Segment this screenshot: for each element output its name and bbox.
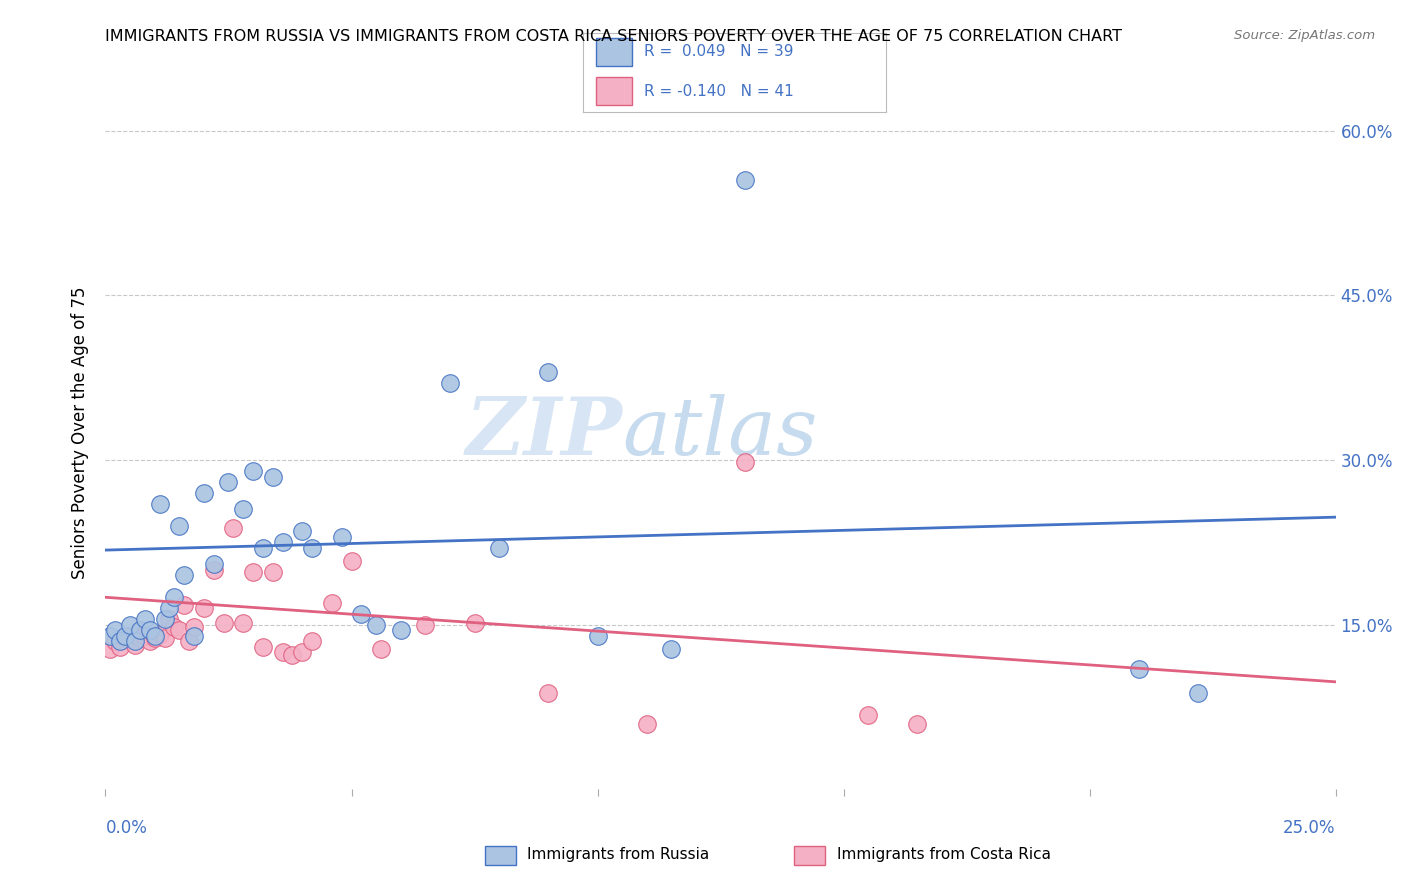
Point: [291, 524, 314, 539]
Point: [232, 615, 254, 630]
Point: [301, 541, 323, 555]
Text: 25.0%: 25.0%: [1284, 819, 1336, 837]
Point: [202, 558, 225, 572]
Point: [169, 624, 191, 638]
Point: [1128, 662, 1150, 676]
Text: ZIP: ZIP: [465, 394, 621, 471]
Point: [488, 541, 510, 555]
Point: [464, 615, 486, 630]
Point: [537, 365, 560, 379]
Y-axis label: Seniors Poverty Over the Age of 75: Seniors Poverty Over the Age of 75: [72, 286, 90, 579]
Text: atlas: atlas: [621, 394, 817, 471]
Point: [262, 469, 284, 483]
Point: [173, 568, 195, 582]
Point: [129, 624, 152, 638]
Point: [104, 634, 127, 648]
Point: [271, 645, 294, 659]
Point: [173, 598, 195, 612]
Point: [252, 640, 274, 654]
Point: [134, 612, 156, 626]
Point: [120, 629, 141, 643]
Point: [291, 645, 314, 659]
Point: [907, 716, 929, 731]
Point: [858, 707, 880, 722]
Text: Source: ZipAtlas.com: Source: ZipAtlas.com: [1234, 29, 1375, 42]
Point: [134, 629, 156, 643]
Point: [232, 502, 254, 516]
Bar: [596, 77, 631, 105]
Point: [262, 565, 284, 579]
Point: [661, 641, 683, 656]
Point: [222, 521, 245, 535]
Point: [321, 596, 343, 610]
Point: [183, 620, 205, 634]
Point: [110, 634, 132, 648]
Point: [98, 641, 122, 656]
Point: [179, 634, 201, 648]
Point: [143, 631, 166, 645]
Text: R =  0.049   N = 39: R = 0.049 N = 39: [644, 45, 793, 60]
Point: [415, 617, 437, 632]
Point: [340, 554, 363, 568]
Point: [330, 530, 353, 544]
Point: [169, 519, 191, 533]
Point: [350, 607, 373, 621]
Point: [301, 634, 323, 648]
Point: [193, 486, 215, 500]
Point: [586, 629, 609, 643]
Point: [149, 497, 172, 511]
Point: [242, 464, 264, 478]
Point: [734, 173, 756, 187]
Point: [114, 629, 136, 643]
Point: [1187, 686, 1209, 700]
Point: [138, 634, 162, 648]
Text: R = -0.140   N = 41: R = -0.140 N = 41: [644, 84, 794, 99]
Point: [389, 624, 412, 638]
Point: [159, 601, 180, 615]
Bar: [596, 37, 631, 66]
Text: Immigrants from Costa Rica: Immigrants from Costa Rica: [837, 847, 1050, 862]
Point: [212, 615, 235, 630]
Point: [129, 631, 152, 645]
Point: [281, 648, 304, 663]
Point: [252, 541, 274, 555]
Point: [98, 629, 122, 643]
Text: IMMIGRANTS FROM RUSSIA VS IMMIGRANTS FROM COSTA RICA SENIORS POVERTY OVER THE AG: IMMIGRANTS FROM RUSSIA VS IMMIGRANTS FRO…: [105, 29, 1122, 44]
Point: [110, 640, 132, 654]
Point: [149, 626, 172, 640]
Point: [143, 629, 166, 643]
Point: [439, 376, 461, 391]
Point: [153, 612, 176, 626]
Point: [202, 563, 225, 577]
Point: [193, 601, 215, 615]
Point: [271, 535, 294, 549]
Point: [370, 641, 392, 656]
Point: [163, 620, 186, 634]
Point: [242, 565, 264, 579]
Text: Immigrants from Russia: Immigrants from Russia: [527, 847, 710, 862]
Point: [124, 638, 146, 652]
Point: [218, 475, 240, 489]
Point: [366, 617, 388, 632]
Point: [163, 591, 186, 605]
Point: [114, 631, 136, 645]
Text: 0.0%: 0.0%: [105, 819, 148, 837]
Point: [138, 624, 162, 638]
Point: [129, 624, 152, 638]
Point: [124, 634, 146, 648]
Point: [636, 716, 658, 731]
Point: [153, 631, 176, 645]
Point: [120, 617, 141, 632]
Point: [734, 455, 756, 469]
Point: [159, 612, 180, 626]
Point: [104, 624, 127, 638]
Point: [537, 686, 560, 700]
Point: [183, 629, 205, 643]
